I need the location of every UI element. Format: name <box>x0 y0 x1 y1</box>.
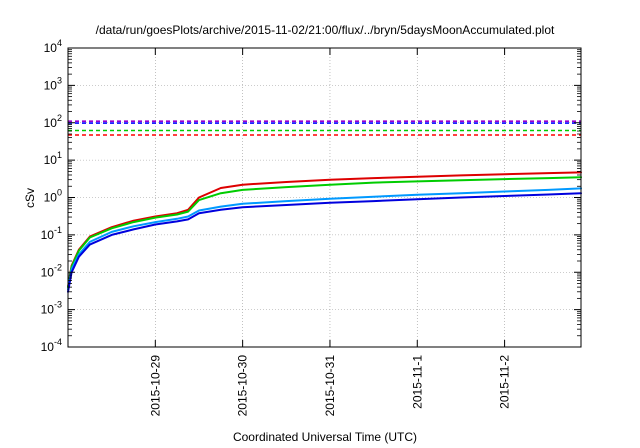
chart-title: /data/run/goesPlots/archive/2015-11-02/2… <box>96 23 555 37</box>
y-tick-base: 10 <box>41 265 55 279</box>
y-tick-base: 10 <box>44 116 58 130</box>
y-tick-exponent: 4 <box>57 38 62 48</box>
series-line <box>67 176 582 289</box>
y-tick-base: 10 <box>44 78 58 92</box>
y-tick-exponent: -3 <box>54 300 62 310</box>
y-tick-label: 10-3 <box>41 300 62 317</box>
y-tick-base: 10 <box>41 228 55 242</box>
y-tick-exponent: -1 <box>54 225 62 235</box>
series-line <box>67 187 582 291</box>
y-tick-label: 102 <box>44 113 62 130</box>
y-tick-base: 10 <box>44 153 58 167</box>
series-line <box>67 192 582 293</box>
y-tick-label: 100 <box>44 188 62 205</box>
y-tick-base: 10 <box>44 191 58 205</box>
y-tick-exponent: 0 <box>57 188 62 198</box>
y-tick-exponent: 1 <box>57 150 62 160</box>
y-tick-label: 103 <box>44 75 62 92</box>
y-tick-label: 10-4 <box>41 337 62 354</box>
grid-lines <box>68 48 581 347</box>
series-lines <box>67 171 582 293</box>
x-axis-title: Coordinated Universal Time (UTC) <box>233 430 417 444</box>
reference-lines <box>68 120 581 136</box>
y-tick-exponent: -2 <box>54 262 62 272</box>
series-line <box>67 171 582 289</box>
y-tick-base: 10 <box>41 340 55 354</box>
y-tick-base: 10 <box>41 303 55 317</box>
plot-area-frame <box>67 47 582 348</box>
y-tick-exponent: -4 <box>54 337 62 347</box>
y-tick-label: 101 <box>44 150 62 167</box>
x-tick-label: 2015-10-31 <box>323 355 337 417</box>
y-axis-title: cSv <box>23 188 37 208</box>
y-tick-exponent: 2 <box>57 113 62 123</box>
y-tick-base: 10 <box>44 41 58 55</box>
x-tick-label: 2015-10-29 <box>148 355 162 417</box>
x-tick-label: 2015-11-2 <box>498 355 512 409</box>
x-tick-label: 2015-11-1 <box>410 355 424 409</box>
x-tick-labels: 2015-10-29 2015-10-30 2015-10-31 2015-11-1 2… <box>148 355 511 417</box>
axis-ticks <box>68 47 581 348</box>
y-tick-label: 104 <box>44 38 62 55</box>
y-tick-label: 10-2 <box>41 262 62 279</box>
x-tick-label: 2015-10-30 <box>236 355 250 417</box>
y-tick-label: 10-1 <box>41 225 62 242</box>
y-tick-exponent: 3 <box>57 75 62 85</box>
